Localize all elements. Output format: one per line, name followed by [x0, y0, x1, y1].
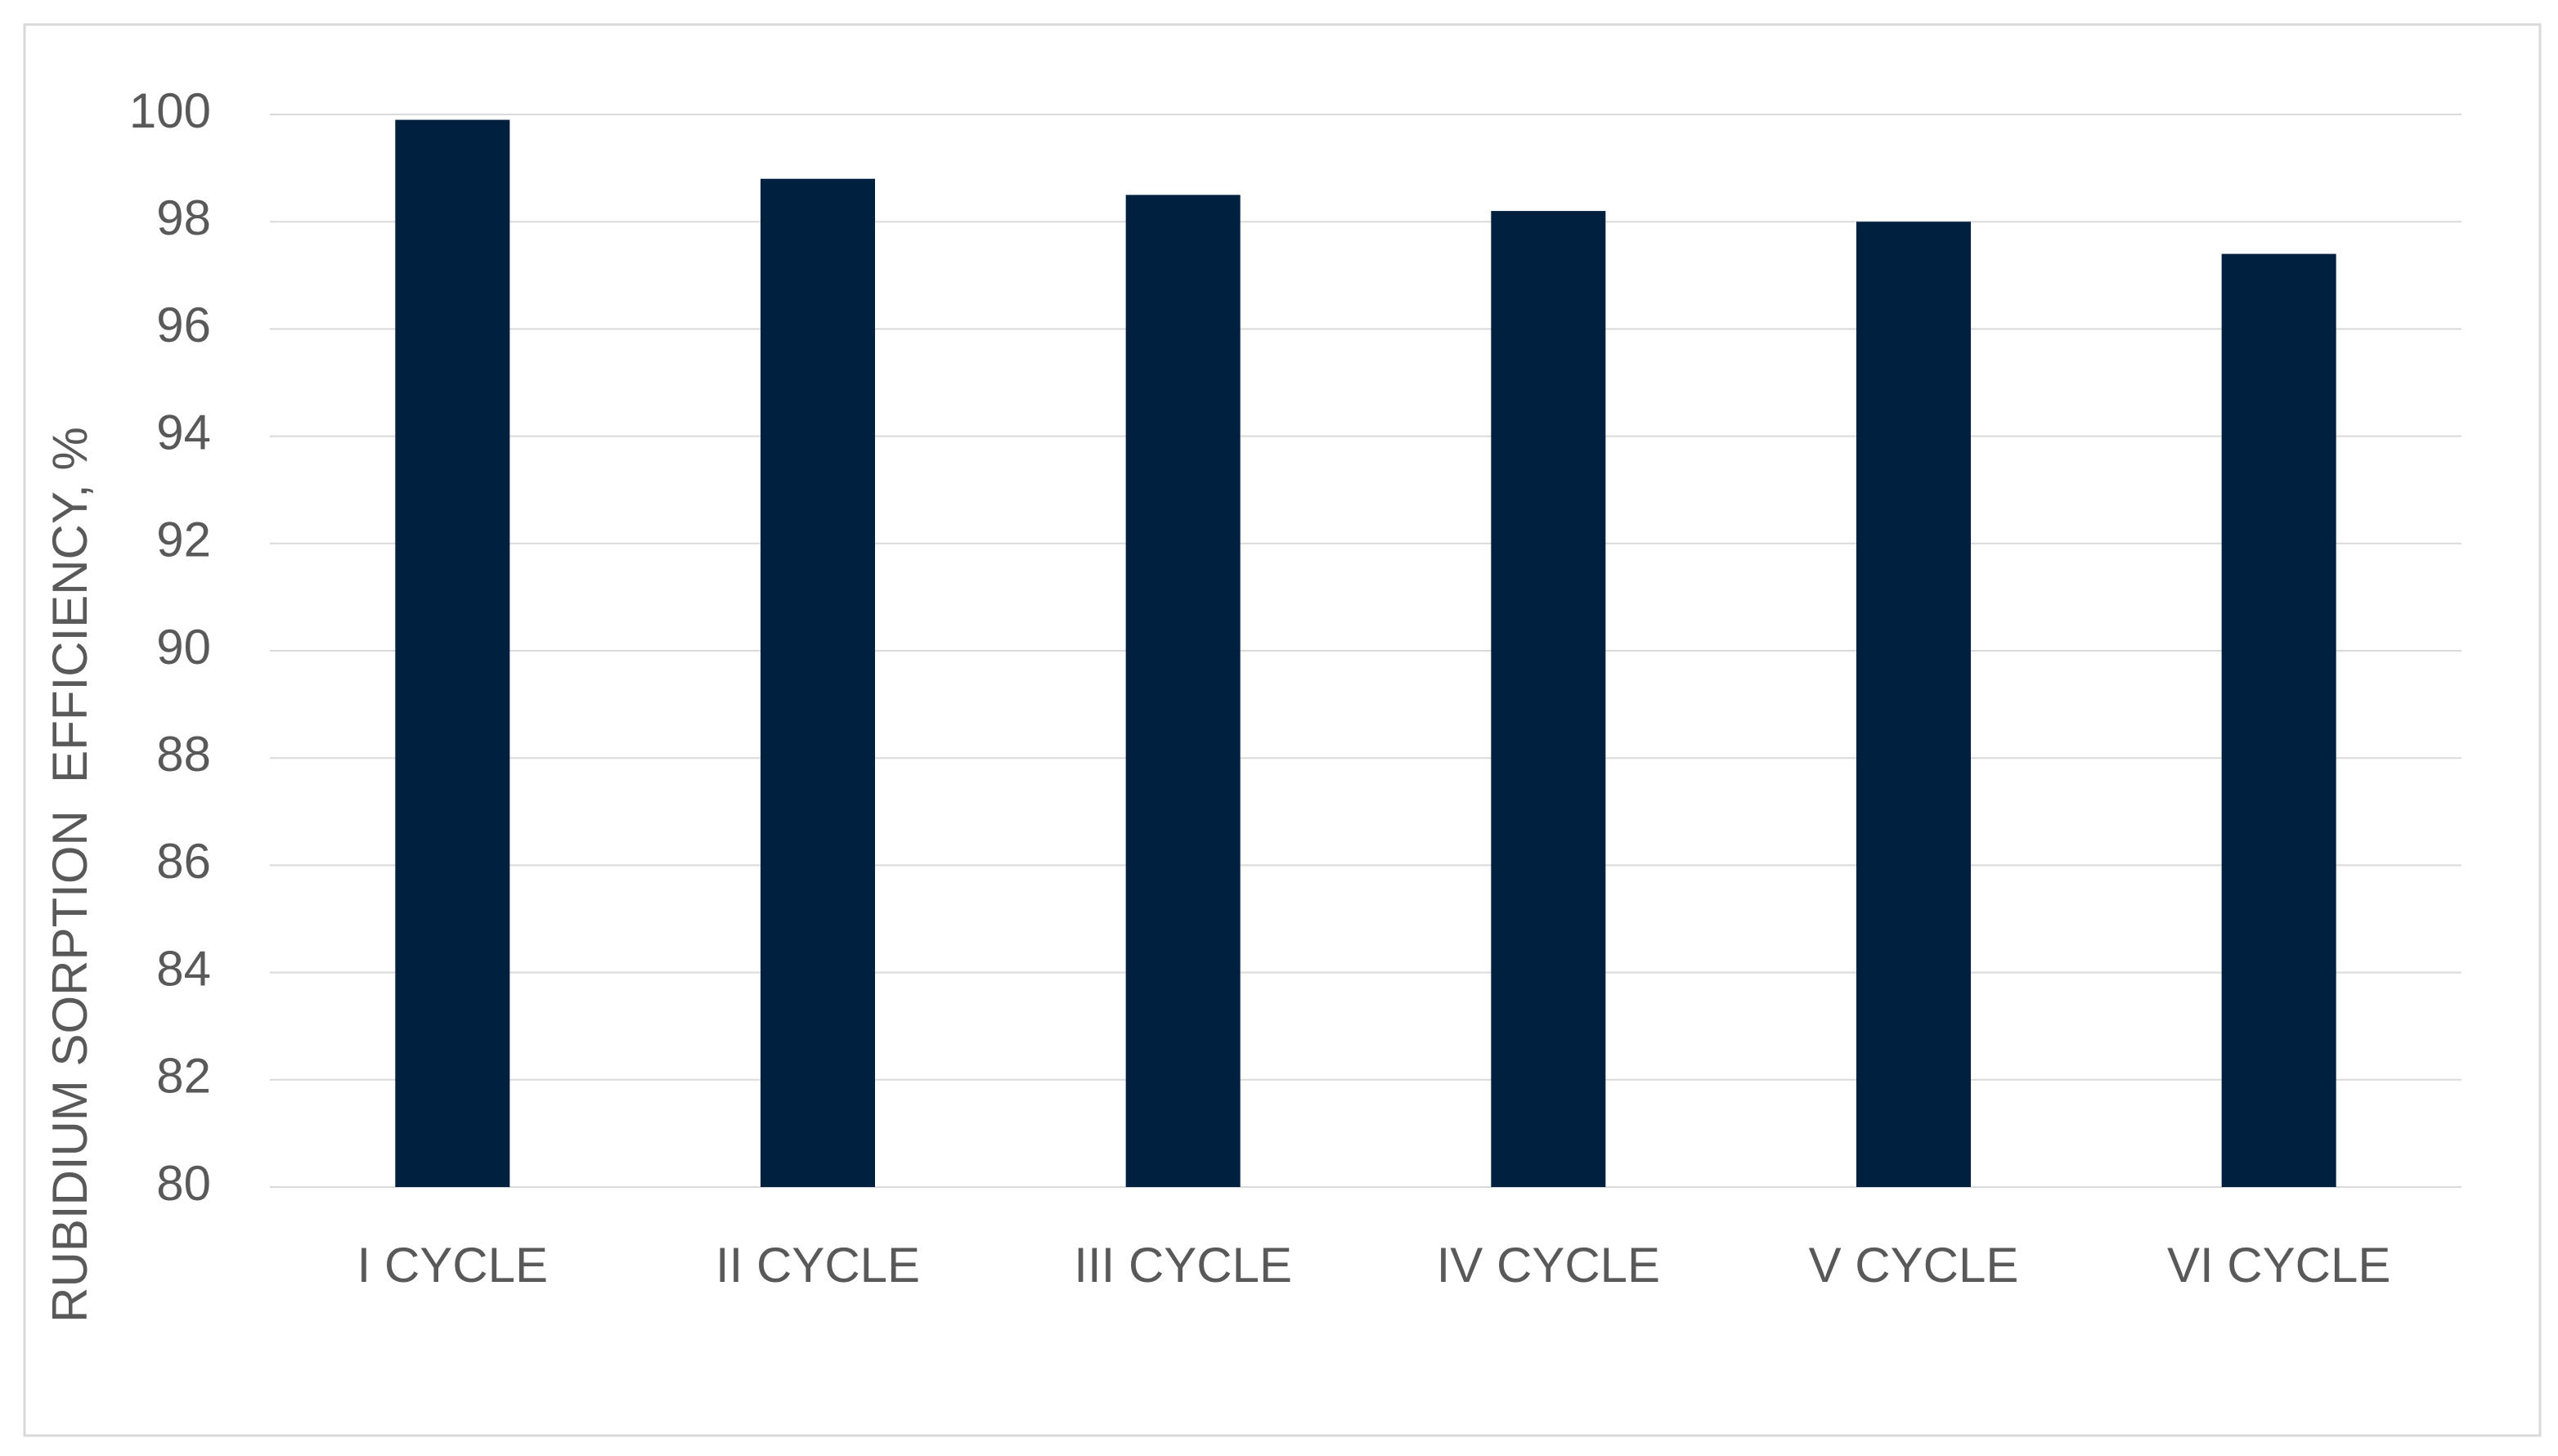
y-tick-label: 90 — [156, 620, 211, 674]
y-tick-label: 96 — [156, 298, 211, 352]
y-tick-label: 88 — [156, 727, 211, 782]
bar — [1125, 195, 1241, 1187]
bar — [761, 178, 875, 1188]
x-tick-label: II CYCLE — [716, 1238, 920, 1292]
bar — [395, 119, 510, 1187]
y-tick-label: 92 — [156, 513, 211, 567]
y-tick-label: 86 — [156, 834, 211, 889]
x-tick-label: III CYCLE — [1074, 1238, 1292, 1292]
y-tick-label: 94 — [156, 405, 211, 459]
y-tick-label: 98 — [156, 190, 211, 245]
x-tick-label: V CYCLE — [1809, 1238, 2019, 1292]
y-tick-label: 100 — [129, 83, 211, 138]
x-tick-label: I CYCLE — [357, 1238, 548, 1292]
bar — [1491, 211, 1606, 1188]
bar — [1856, 222, 1971, 1188]
y-tick-label: 84 — [156, 941, 211, 996]
x-tick-label: VI CYCLE — [2167, 1238, 2390, 1292]
y-axis-label: RUBIDIUM SORPTION EFFICIENCY, % — [43, 427, 97, 1323]
y-tick-label: 80 — [156, 1156, 211, 1211]
y-tick-label: 82 — [156, 1049, 211, 1104]
x-tick-label: IV CYCLE — [1437, 1238, 1660, 1292]
bar — [2221, 253, 2336, 1187]
